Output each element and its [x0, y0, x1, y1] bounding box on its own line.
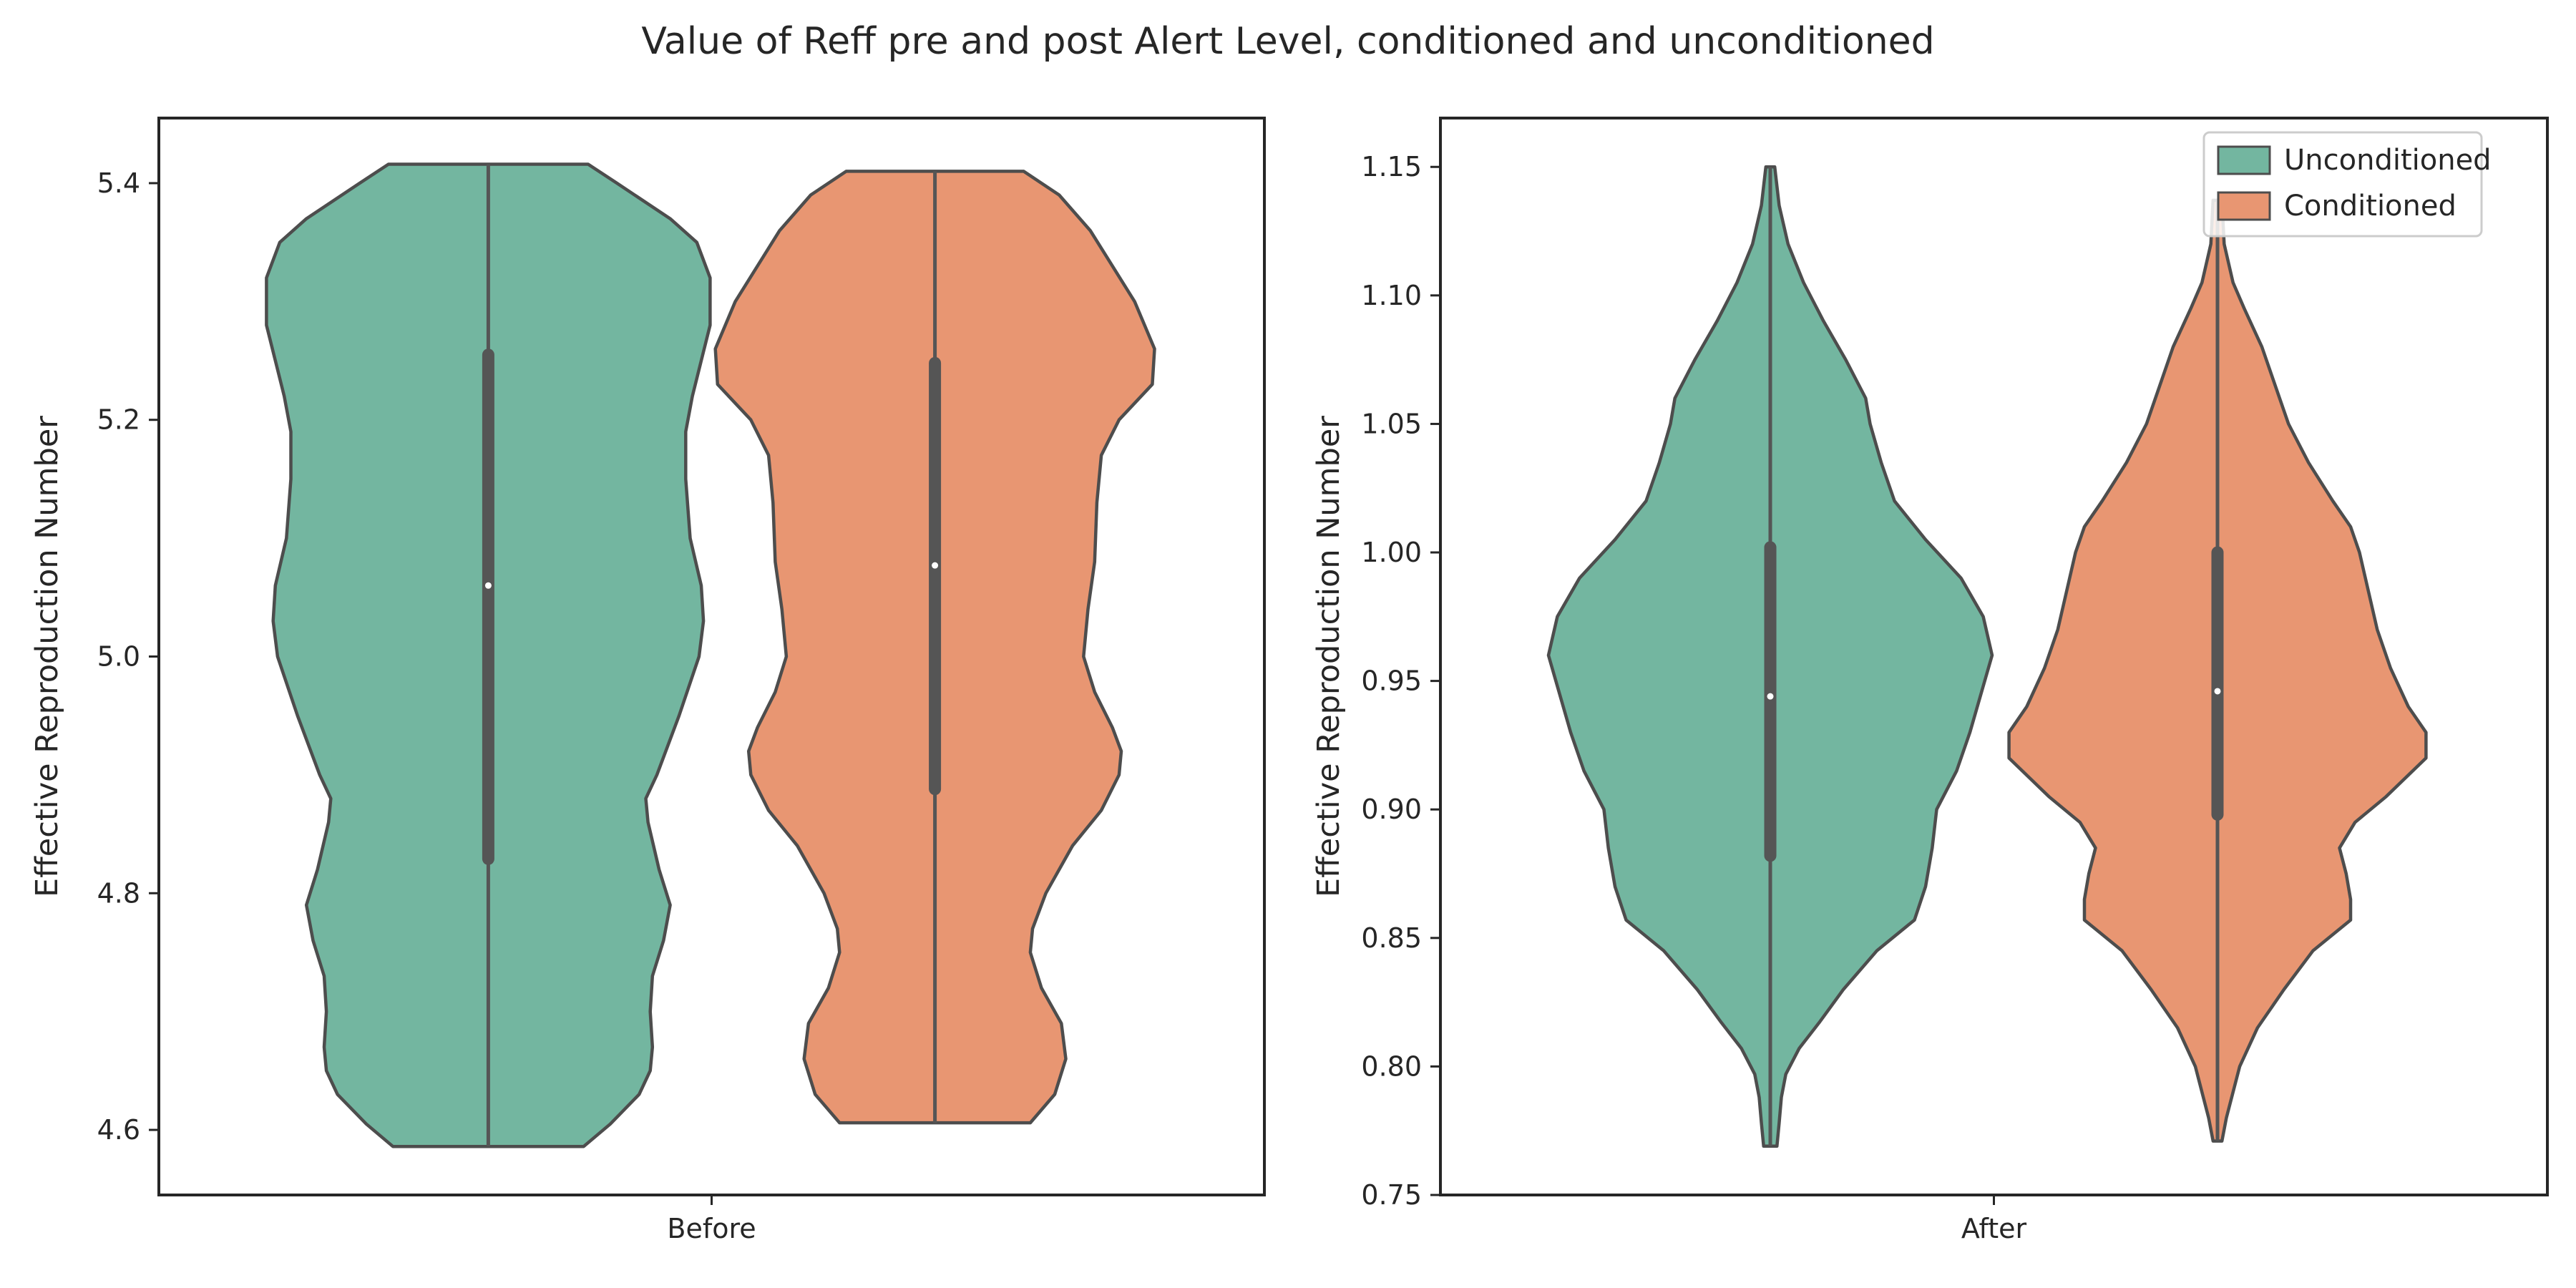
y-tick-label: 4.6 [97, 1114, 140, 1146]
legend-box [2202, 131, 2483, 238]
median-point [2214, 688, 2221, 695]
y-tick-label: 1.00 [1361, 537, 1422, 568]
figure-title: Value of Reff pre and post Alert Level, … [641, 20, 1934, 63]
y-tick-label: 4.8 [97, 877, 140, 909]
legend-label-conditioned: Conditioned [2284, 190, 2457, 223]
y-axis-label: Effective Reproduction Number [1311, 416, 1347, 897]
panel-before: 4.6 4.8 5.0 5.2 5.4 Before Effective Reproduct… [29, 117, 1266, 1244]
median-point [1767, 693, 1774, 700]
y-tick-label: 1.10 [1361, 280, 1422, 311]
y-tick-label: 5.0 [97, 641, 140, 673]
legend-swatch-conditioned [2217, 191, 2271, 221]
y-tick-label: 5.4 [97, 167, 140, 199]
y-tick-label: 0.80 [1361, 1050, 1422, 1082]
y-tick-label: 5.2 [97, 404, 140, 436]
y-tick-label: 0.75 [1361, 1179, 1422, 1211]
median-point [484, 582, 492, 589]
legend: Unconditioned Conditioned [2202, 131, 2492, 238]
panel-after: 0.75 0.80 0.85 0.90 0.95 1.00 1.05 1.10 1.15 Afte… [1311, 117, 2549, 1244]
y-axis-label: Effective Reproduction Number [29, 416, 65, 897]
y-tick-label: 0.85 [1361, 922, 1422, 954]
median-point [932, 562, 939, 569]
y-tick-label: 1.05 [1361, 408, 1422, 439]
y-tick-label: 0.95 [1361, 665, 1422, 697]
legend-label-unconditioned: Unconditioned [2284, 144, 2492, 177]
x-tick-label: Before [667, 1213, 756, 1244]
legend-swatch-unconditioned [2217, 145, 2271, 175]
y-tick-label: 0.90 [1361, 794, 1422, 825]
y-tick-label: 1.15 [1361, 151, 1422, 182]
x-tick-label: After [1961, 1213, 2027, 1244]
